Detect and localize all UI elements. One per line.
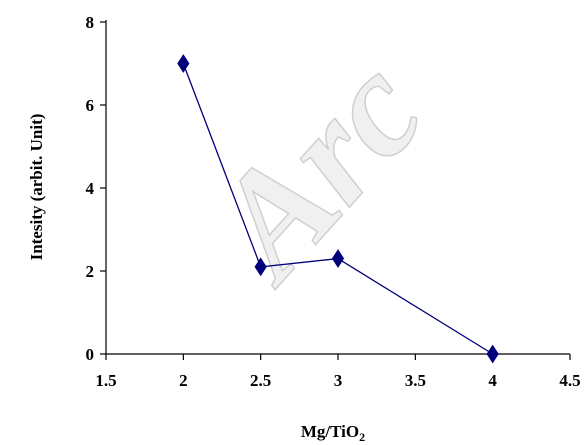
y-axis-title: Intesity (arbit. Unit) — [27, 114, 46, 261]
watermark: Arc — [176, 28, 455, 312]
x-axis-title: Mg/TiO2 — [301, 422, 365, 444]
data-point-marker — [177, 54, 190, 73]
data-point-marker — [254, 257, 267, 277]
x-ticks: 1.5 2 2.5 3 3.5 4 4.5 — [95, 354, 581, 390]
y-tick-label: 4 — [86, 179, 95, 198]
y-ticks: 0 2 4 6 8 — [86, 13, 106, 364]
series-line — [182, 63, 494, 355]
x-tick-label: 4.5 — [559, 371, 580, 390]
data-point-marker — [331, 249, 345, 268]
y-tick-label: 8 — [86, 13, 95, 32]
x-tick-label: 3.5 — [405, 371, 426, 390]
y-tick-label: 2 — [86, 262, 95, 281]
series-group — [177, 54, 499, 364]
x-tick-label: 4 — [488, 371, 497, 390]
x-tick-label: 1.5 — [95, 371, 116, 390]
x-tick-label: 3 — [334, 371, 343, 390]
y-tick-label: 6 — [86, 96, 95, 115]
data-point-marker — [486, 344, 499, 364]
x-axis-title-subscript: 2 — [359, 430, 365, 444]
x-tick-label: 2 — [179, 371, 188, 390]
x-tick-label: 2.5 — [250, 371, 271, 390]
x-axis-title-main: Mg/TiO — [301, 422, 359, 441]
y-tick-label: 0 — [86, 345, 95, 364]
